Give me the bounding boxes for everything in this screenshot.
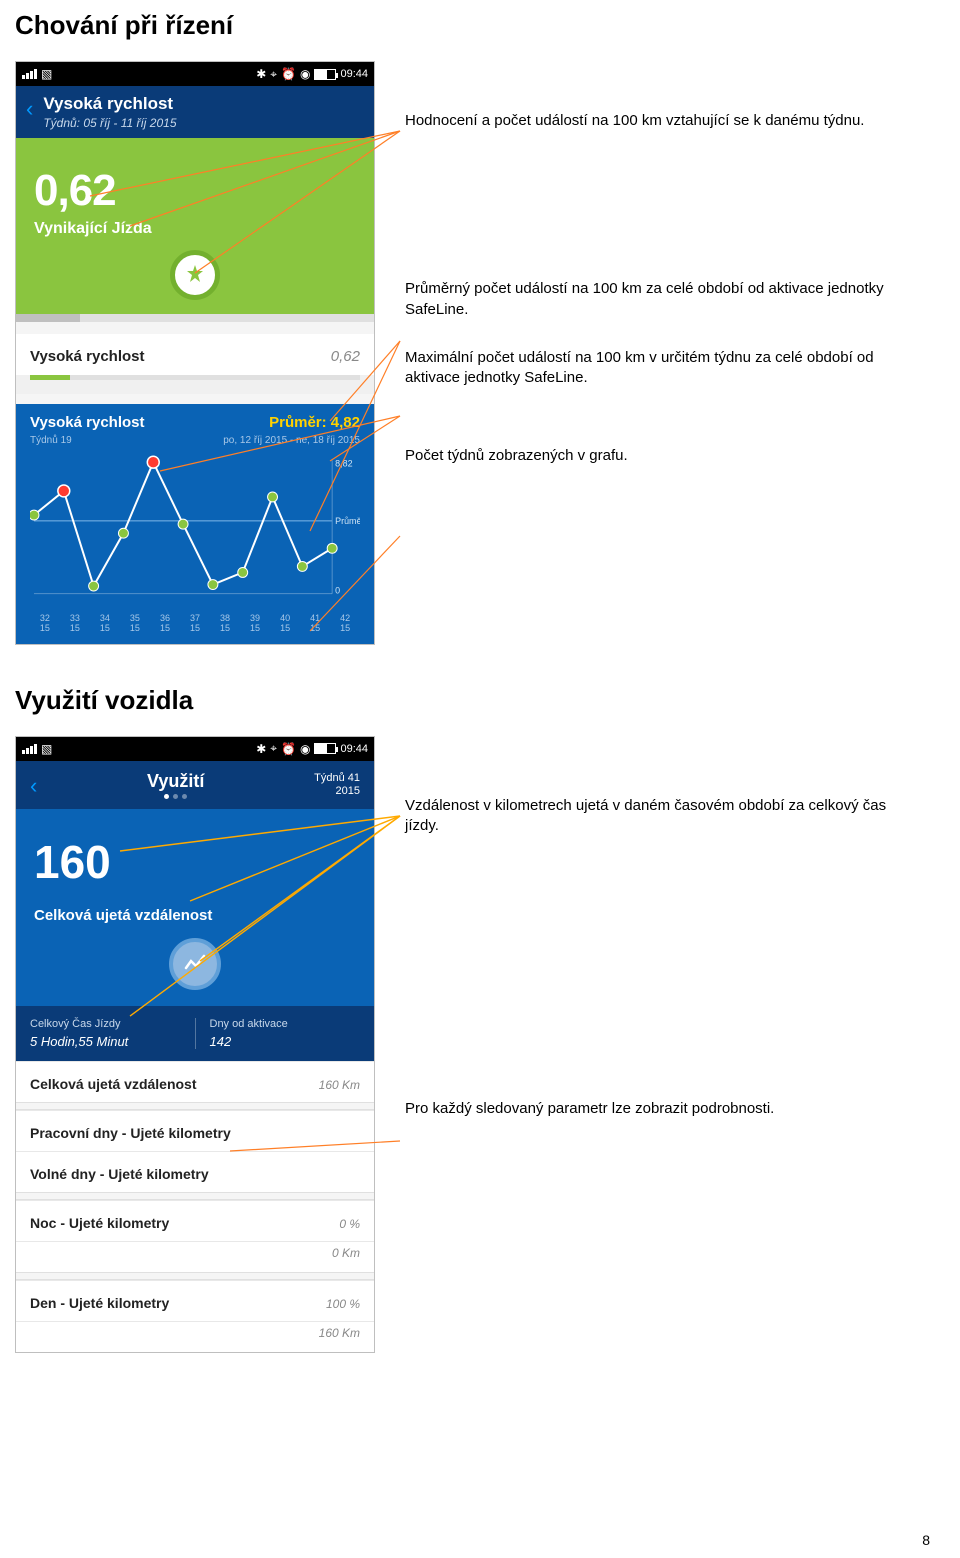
annotation-max: Maximální počet událostí na 100 km v urč… — [405, 348, 905, 389]
back-button[interactable]: ‹ — [26, 96, 33, 122]
data-row[interactable]: Celková ujetá vzdálenost 160 Km — [16, 1061, 374, 1102]
data-row-sub: .160 Km — [16, 1321, 374, 1352]
wifi-icon: ◉ — [300, 67, 310, 81]
bluetooth-icon: ✱ — [256, 742, 266, 756]
score-label: Vynikající Jízda — [34, 220, 356, 238]
svg-text:Průměr: Průměr — [335, 516, 360, 526]
data-row-label: Pracovní dny - Ujeté kilometry — [30, 1125, 231, 1141]
data-row-subvalue: 160 Km — [319, 1326, 360, 1340]
data-row-value: 0 % — [339, 1217, 360, 1231]
score-panel: 0,62 Vynikající Jízda — [16, 138, 374, 314]
location-icon: ⌖ — [270, 741, 277, 756]
phone-usage: ▧ ✱ ⌖ ⏰ ◉ 09:44 ‹ Využití Týdnů — [15, 736, 375, 1353]
data-row[interactable]: Den - Ujeté kilometry 100 % — [16, 1280, 374, 1321]
usage-label: Celková ujetá vzdálenost — [34, 907, 356, 924]
usage-header: ‹ Využití Týdnů 41 2015 — [16, 761, 374, 809]
xtick: 4015 — [270, 614, 300, 634]
chart-xaxis: 3215331534153515361537153815391540154115… — [16, 610, 374, 644]
score-progress — [16, 314, 374, 322]
stat2-value: 142 — [210, 1034, 361, 1049]
stat2-label: Dny od aktivace — [210, 1018, 361, 1030]
android-statusbar: ▧ ✱ ⌖ ⏰ ◉ 09:44 — [16, 62, 374, 86]
annotation-distance: Vzdálenost v kilometrech ujetá v daném č… — [405, 796, 905, 837]
award-icon — [183, 263, 207, 287]
stats-row: Celkový Čas Jízdy 5 Hodin,55 Minut Dny o… — [16, 1006, 374, 1061]
score-badge — [170, 250, 220, 300]
stat1-value: 5 Hodin,55 Minut — [30, 1034, 181, 1049]
data-row-value: 160 Km — [319, 1078, 360, 1092]
data-row[interactable]: Noc - Ujeté kilometry 0 % — [16, 1200, 374, 1241]
data-row-label: Volné dny - Ujeté kilometry — [30, 1166, 209, 1182]
stat1-label: Celkový Čas Jízdy — [30, 1018, 181, 1030]
data-row-label: Noc - Ujeté kilometry — [30, 1215, 169, 1231]
svg-text:8,82: 8,82 — [335, 458, 352, 468]
xtick: 3415 — [90, 614, 120, 634]
xtick: 3515 — [120, 614, 150, 634]
annotation-weeks: Počet týdnů zobrazených v grafu. — [405, 446, 905, 466]
annotation-params: Pro každý sledovaný parametr lze zobrazi… — [405, 1099, 905, 1119]
app-header: ‹ Vysoká rychlost Týdnů: 05 říj - 11 říj… — [16, 86, 374, 138]
usage-value: 160 — [34, 835, 356, 889]
score-value: 0,62 — [34, 166, 356, 216]
usage-panel: 160 Celková ujetá vzdálenost — [16, 809, 374, 1006]
page-number: 8 — [922, 1532, 930, 1548]
xtick: 3815 — [210, 614, 240, 634]
chart-title: Vysoká rychlost — [30, 414, 145, 431]
xtick: 4215 — [330, 614, 360, 634]
detail-label: Vysoká rychlost — [30, 348, 145, 365]
data-row-label: Den - Ujeté kilometry — [30, 1295, 169, 1311]
svg-text:0: 0 — [335, 586, 340, 596]
chart-avg-label: Průměr: 4,82 — [269, 414, 360, 431]
statusbar-time: 09:44 — [340, 743, 368, 755]
alarm-icon: ⏰ — [281, 742, 296, 756]
android-statusbar: ▧ ✱ ⌖ ⏰ ◉ 09:44 — [16, 737, 374, 761]
chart-wave-icon — [183, 952, 207, 976]
detail-row[interactable]: Vysoká rychlost 0,62 — [16, 334, 374, 375]
data-row-subvalue: 0 Km — [332, 1246, 360, 1260]
chart-card: Vysoká rychlost Průměr: 4,82 Týdnů 19 po… — [16, 404, 374, 644]
annotation-avg: Průměrný počet událostí na 100 km za cel… — [405, 279, 905, 320]
battery-icon — [314, 743, 336, 754]
xtick: 3215 — [30, 614, 60, 634]
line-chart[interactable]: 8,82 Průměr 0 — [30, 452, 360, 602]
signal-icon — [22, 744, 37, 754]
location-icon: ⌖ — [270, 67, 277, 82]
section-title-behavior: Chování při řízení — [0, 0, 960, 61]
phone-behavior: ▧ ✱ ⌖ ⏰ ◉ 09:44 ‹ Vysoká rychlost Týdnů:… — [15, 61, 375, 645]
xtick: 3915 — [240, 614, 270, 634]
detail-bar — [30, 375, 360, 380]
usage-badge — [169, 938, 221, 990]
header-title: Vysoká rychlost — [43, 94, 176, 114]
picture-icon: ▧ — [41, 67, 52, 81]
page-dots — [164, 794, 187, 799]
xtick: 3615 — [150, 614, 180, 634]
data-row-sub: .0 Km — [16, 1241, 374, 1272]
wifi-icon: ◉ — [300, 742, 310, 756]
usage-title: Využití — [147, 771, 204, 792]
bluetooth-icon: ✱ — [256, 67, 266, 81]
chart-sub-left: Týdnů 19 — [30, 435, 72, 446]
data-row[interactable]: Pracovní dny - Ujeté kilometry — [16, 1110, 374, 1151]
signal-icon — [22, 69, 37, 79]
annotation-score: Hodnocení a počet událostí na 100 km vzt… — [405, 111, 905, 131]
back-button[interactable]: ‹ — [30, 773, 37, 799]
battery-icon — [314, 69, 336, 80]
usage-week: Týdnů 41 2015 — [314, 772, 360, 798]
detail-value: 0,62 — [331, 348, 360, 365]
xtick: 3315 — [60, 614, 90, 634]
data-row[interactable]: Volné dny - Ujeté kilometry — [16, 1151, 374, 1192]
alarm-icon: ⏰ — [281, 67, 296, 81]
xtick: 3715 — [180, 614, 210, 634]
statusbar-time: 09:44 — [340, 68, 368, 80]
picture-icon: ▧ — [41, 742, 52, 756]
chart-sub-right: po, 12 říj 2015 - ne, 18 říj 2015 — [223, 435, 360, 446]
header-subtitle: Týdnů: 05 říj - 11 říj 2015 — [43, 116, 176, 130]
data-row-label: Celková ujetá vzdálenost — [30, 1076, 197, 1092]
xtick: 4115 — [300, 614, 330, 634]
data-row-value: 100 % — [326, 1297, 360, 1311]
section-title-usage: Využití vozidla — [0, 645, 960, 736]
